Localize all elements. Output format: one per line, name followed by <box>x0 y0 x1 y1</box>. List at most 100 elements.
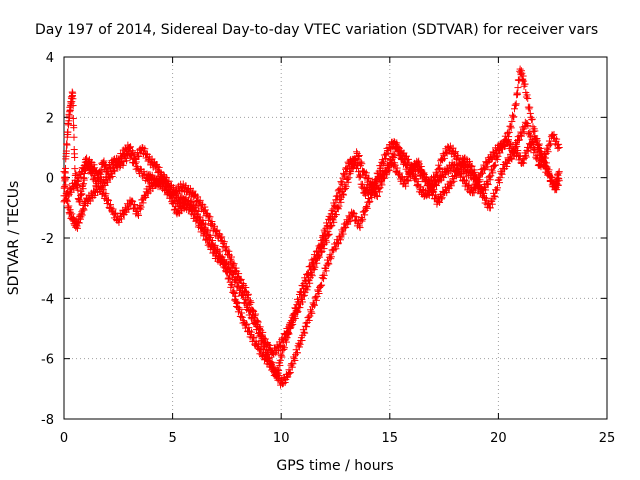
data-point-1 <box>276 356 284 364</box>
data-point-2 <box>139 199 147 207</box>
data-point-1 <box>328 207 336 215</box>
data-point-1 <box>69 95 77 103</box>
data-point-1 <box>69 115 77 123</box>
data-point-1 <box>235 304 243 312</box>
data-point-2 <box>207 241 215 249</box>
data-point-2 <box>65 202 73 210</box>
data-point-1 <box>204 226 212 234</box>
data-point-1 <box>337 178 345 186</box>
data-point-2 <box>142 193 150 201</box>
data-point-2 <box>137 203 145 211</box>
y-tick-label: -6 <box>41 353 54 368</box>
data-point-1 <box>80 176 88 184</box>
data-point-2 <box>134 210 142 218</box>
data-point-2 <box>134 211 142 219</box>
data-point-1 <box>526 103 534 111</box>
data-point-2 <box>86 197 94 205</box>
data-point-1 <box>71 165 79 173</box>
x-tick-label: 15 <box>382 431 399 446</box>
axis-ticks <box>63 56 608 420</box>
data-point-1 <box>526 109 534 117</box>
data-point-2 <box>265 354 273 362</box>
data-point-2 <box>169 196 177 204</box>
data-point-2 <box>151 181 159 189</box>
data-point-1 <box>379 160 387 168</box>
data-point-1 <box>62 147 70 155</box>
data-point-1 <box>78 190 86 198</box>
data-point-2 <box>288 363 296 371</box>
data-point-1 <box>342 164 350 172</box>
data-point-1 <box>242 320 250 328</box>
data-point-1 <box>512 100 520 108</box>
data-point-2 <box>102 190 110 198</box>
data-point-1 <box>507 122 515 130</box>
data-point-2 <box>170 199 178 207</box>
x-tick-label: 0 <box>60 431 68 446</box>
data-point-1 <box>505 128 513 136</box>
data-point-2 <box>293 349 301 357</box>
data-point-2 <box>191 211 199 219</box>
data-point-1 <box>238 309 246 317</box>
y-tick-label: 2 <box>46 111 54 126</box>
data-point-2 <box>104 196 112 204</box>
y-tick-label: 0 <box>46 172 54 187</box>
data-point-2 <box>131 200 139 208</box>
data-point-2 <box>67 208 75 216</box>
data-point-2 <box>62 181 70 189</box>
data-point-1 <box>524 94 532 102</box>
data-point-2 <box>273 367 281 375</box>
data-point-1 <box>462 177 470 185</box>
data-point-2 <box>103 200 111 208</box>
x-tick-label: 20 <box>490 431 507 446</box>
data-point-1 <box>277 352 285 360</box>
data-point-1 <box>74 186 82 194</box>
data-point-1 <box>87 170 95 178</box>
data-point-1 <box>382 155 390 163</box>
y-tick-labels: -8 -6 -4 -2 0 2 4 <box>41 51 54 428</box>
data-point-1 <box>250 334 258 342</box>
y-tick-label: 4 <box>46 51 54 66</box>
data-point-1 <box>510 113 518 121</box>
data-point-1 <box>414 178 422 186</box>
data-point-2 <box>189 205 197 213</box>
x-tick-label: 10 <box>273 431 290 446</box>
data-point-1 <box>411 176 419 184</box>
data-point-2 <box>106 201 114 209</box>
data-point-1 <box>70 124 78 132</box>
data-point-2 <box>203 232 211 240</box>
data-point-2 <box>60 168 68 176</box>
data-point-1 <box>123 157 131 165</box>
data-point-1 <box>514 84 522 92</box>
data-point-2 <box>291 356 299 364</box>
data-point-1 <box>278 353 286 361</box>
data-point-1 <box>280 344 288 352</box>
data-point-1 <box>71 153 79 161</box>
data-point-1 <box>63 141 71 149</box>
data-points <box>60 65 563 389</box>
data-point-2 <box>80 206 88 214</box>
y-tick-label: -8 <box>41 413 54 428</box>
data-point-1 <box>356 171 364 179</box>
data-point-1 <box>479 169 487 177</box>
data-point-2 <box>283 373 291 381</box>
x-tick-label: 25 <box>599 431 616 446</box>
data-point-1 <box>356 172 364 180</box>
data-point-2 <box>198 224 206 232</box>
data-point-1 <box>62 164 70 172</box>
data-point-1 <box>510 105 518 113</box>
y-tick-label: -2 <box>41 232 54 247</box>
data-point-1 <box>432 182 440 190</box>
data-point-1 <box>70 133 78 141</box>
data-point-1 <box>555 168 563 176</box>
data-point-2 <box>268 358 276 366</box>
data-point-2 <box>275 372 283 380</box>
data-point-1 <box>65 114 73 122</box>
data-point-2 <box>125 205 133 213</box>
data-point-1 <box>521 80 529 88</box>
data-point-2 <box>128 197 136 205</box>
data-point-1 <box>245 324 253 332</box>
data-point-2 <box>105 197 113 205</box>
